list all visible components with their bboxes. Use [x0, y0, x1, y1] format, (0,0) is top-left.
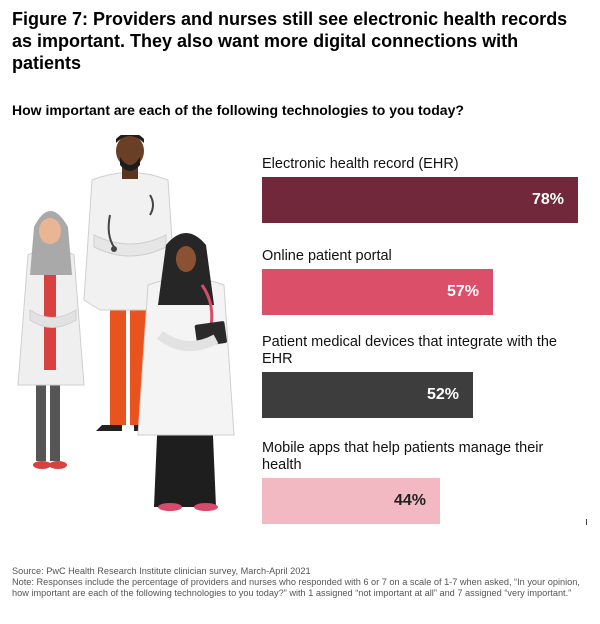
female-doctor-figure — [17, 211, 85, 469]
bar-value-label: 52% — [426, 386, 459, 403]
bar-category-label: Online patient portal — [262, 248, 392, 264]
hijab-doctor-figure — [137, 233, 235, 511]
figure-title: Figure 7: Providers and nurses still see… — [12, 9, 568, 73]
survey-question: How important are each of the following … — [12, 102, 464, 118]
bar-value-label: 57% — [446, 283, 479, 300]
chart-footer: Source: PwC Health Research Institute cl… — [12, 566, 592, 599]
bar-category-label: Electronic health record (EHR) — [262, 156, 459, 172]
bar-category-label: Mobile apps that help patients manage th… — [262, 440, 544, 473]
bar-value-label: 78% — [531, 191, 564, 208]
axis-tick-mark — [586, 519, 587, 525]
bar: 78% — [262, 177, 578, 223]
clinicians-illustration — [17, 135, 235, 511]
bar-value-label: 44% — [393, 492, 426, 509]
bar-category-label: Patient medical devices that integrate w… — [262, 334, 557, 367]
methodology-note: Note: Responses include the percentage o… — [12, 577, 580, 598]
bar: 57% — [262, 269, 493, 315]
bar: 44% — [262, 478, 440, 524]
source-note: Source: PwC Health Research Institute cl… — [12, 566, 311, 576]
bar: 52% — [262, 372, 473, 418]
